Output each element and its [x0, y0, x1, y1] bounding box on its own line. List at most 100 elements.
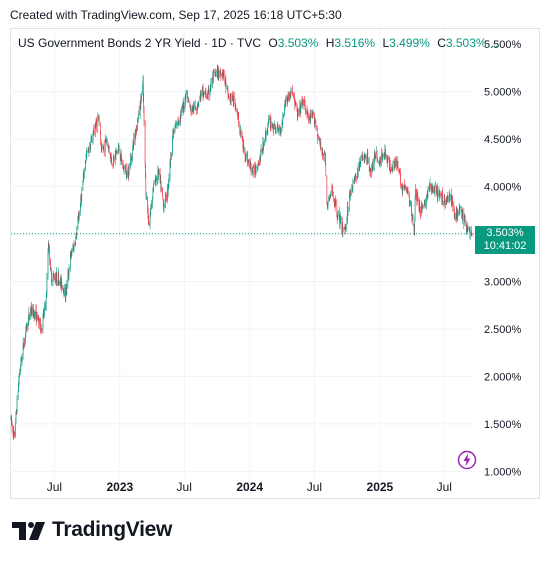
candle-body	[331, 189, 333, 194]
candle-body	[309, 116, 310, 121]
candle-body	[36, 312, 38, 321]
candle-body	[91, 138, 92, 140]
candle-body	[48, 246, 50, 249]
candle-body	[391, 167, 393, 169]
candle-body	[158, 169, 159, 176]
candle-body	[419, 203, 420, 210]
candle-body	[204, 92, 206, 95]
candle-body	[227, 85, 228, 89]
candle-body	[45, 304, 46, 307]
high-label: H	[325, 36, 335, 50]
candle-body	[232, 96, 233, 100]
candle-body	[377, 159, 378, 163]
candle-body	[397, 166, 399, 169]
candle-body	[314, 112, 315, 124]
candle-body	[327, 202, 329, 208]
candle-body	[232, 96, 233, 98]
candle-body	[276, 127, 278, 133]
candle-body	[110, 154, 111, 158]
candle-body	[382, 155, 384, 157]
candle-body	[158, 170, 159, 176]
candle-body	[362, 157, 364, 159]
candle-body	[314, 120, 316, 123]
candle-body	[406, 186, 407, 192]
candle-body	[327, 205, 328, 208]
candle-body	[41, 328, 43, 330]
candle-body	[211, 81, 212, 86]
candle-body	[356, 177, 357, 179]
candle-body	[81, 190, 83, 202]
candle-body	[450, 194, 451, 201]
candle-body	[182, 103, 184, 110]
candle-body	[412, 214, 413, 217]
candle-body	[31, 312, 32, 313]
candle-body	[197, 105, 198, 107]
candle-body	[366, 156, 368, 162]
candle-body	[165, 194, 166, 195]
candle-body	[250, 164, 252, 173]
candle-body	[102, 148, 104, 150]
candle-body	[92, 138, 94, 140]
candle-body	[18, 375, 20, 382]
candle-body	[92, 131, 94, 139]
candle-body	[424, 202, 425, 204]
candle-body	[187, 91, 188, 98]
candle-body	[147, 196, 148, 211]
chart-caption: Created with TradingView.com, Sep 17, 20…	[10, 8, 342, 22]
candle-body	[252, 169, 254, 173]
candle-body	[16, 397, 18, 413]
candle-body	[172, 131, 174, 139]
lightning-bolt-icon[interactable]	[457, 450, 477, 470]
candle-body	[229, 96, 231, 97]
candle-body	[98, 117, 100, 120]
candle-body	[87, 150, 89, 152]
candle-body	[325, 153, 326, 164]
candle-body	[122, 162, 123, 166]
candle-body	[53, 275, 55, 280]
candle-body	[406, 190, 408, 192]
candle-body	[175, 126, 176, 128]
candle-body	[394, 162, 395, 168]
candle-body	[295, 102, 297, 106]
candle-body	[432, 186, 433, 189]
candle-body	[196, 110, 197, 111]
candle-body	[312, 113, 313, 115]
candle-body	[63, 289, 64, 291]
candle-body	[175, 126, 176, 128]
candle-body	[153, 188, 154, 190]
candle-body	[55, 277, 56, 280]
candle-body	[173, 130, 175, 133]
candle-body	[243, 143, 244, 150]
candle-body	[169, 162, 171, 179]
candle-body	[284, 100, 286, 110]
candle-body	[448, 196, 450, 201]
x-tick-label: 2023	[106, 480, 133, 494]
candle-body	[240, 130, 242, 133]
candle-body	[376, 150, 378, 160]
candle-body	[97, 116, 99, 117]
candle-body	[74, 243, 75, 246]
candle-body	[260, 148, 262, 152]
candle-body	[46, 277, 48, 293]
candle-body	[286, 97, 288, 102]
candle-body	[319, 138, 320, 140]
candle-body	[15, 411, 17, 423]
candle-body	[177, 118, 179, 123]
candle-body	[245, 155, 247, 159]
candle-body	[366, 156, 367, 162]
candle-body	[21, 357, 22, 361]
candle-body	[148, 224, 150, 226]
candle-body	[399, 172, 401, 174]
candle-body	[180, 111, 182, 118]
candle-body	[275, 124, 276, 130]
candle-body	[53, 274, 54, 277]
candle-body	[257, 166, 258, 169]
candle-body	[400, 173, 401, 186]
candle-body	[234, 100, 236, 108]
candle-body	[182, 104, 183, 111]
candle-body	[302, 98, 303, 103]
candle-body	[128, 174, 129, 178]
candle-body	[375, 154, 376, 156]
tradingview-logo[interactable]: TradingView	[12, 518, 172, 542]
